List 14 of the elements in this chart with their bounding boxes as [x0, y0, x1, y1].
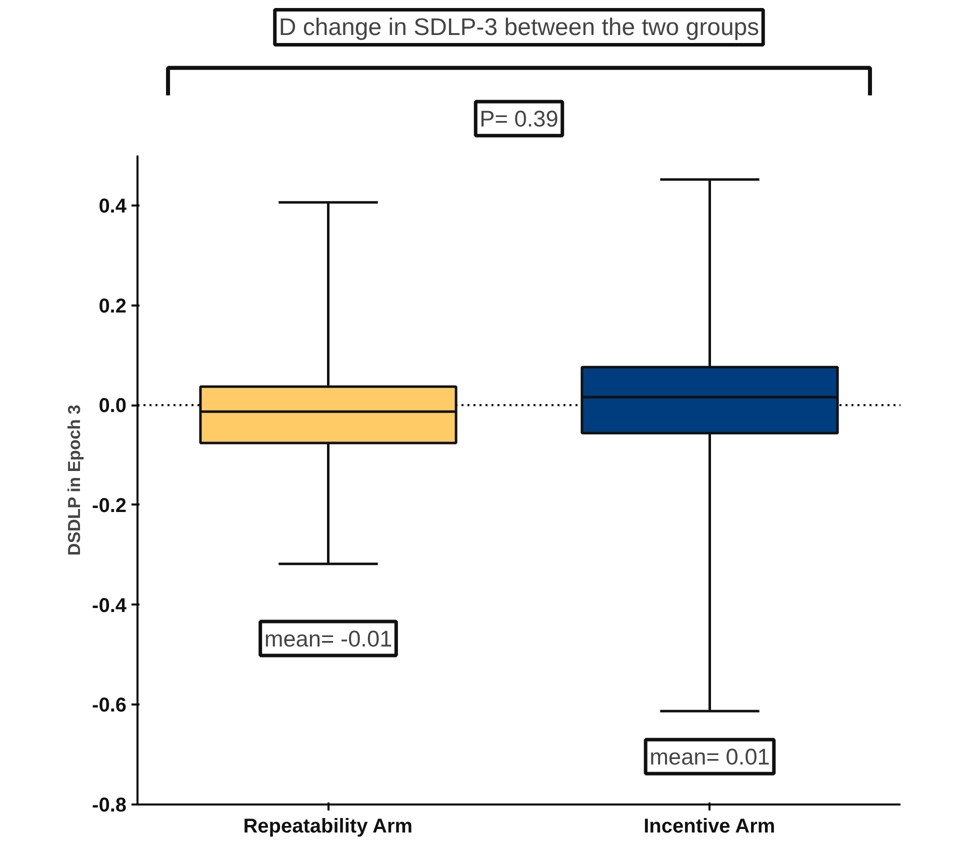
annotation: mean= 0.01: [650, 744, 770, 770]
x-tick-label: Repeatability Arm: [243, 816, 413, 838]
y-tick-label: 0.4: [98, 195, 128, 218]
annotation: mean= -0.01: [264, 626, 392, 652]
x-tick-label: Incentive Arm: [644, 816, 776, 838]
chart-title: D change in SDLP-3 between the two groups: [278, 14, 760, 41]
y-tick-label: -0.6: [92, 694, 127, 717]
text: P= 0.39: [480, 106, 558, 132]
y-tick-label: -0.8: [92, 794, 127, 816]
y-tick-label: 0.2: [98, 295, 127, 318]
y-tick-label: -0.2: [92, 494, 127, 517]
y-tick-label: -0.4: [92, 594, 128, 617]
y-axis-title: DSDLP in Epoch 3: [64, 404, 84, 556]
y-tick-label: 0.0: [98, 395, 127, 418]
